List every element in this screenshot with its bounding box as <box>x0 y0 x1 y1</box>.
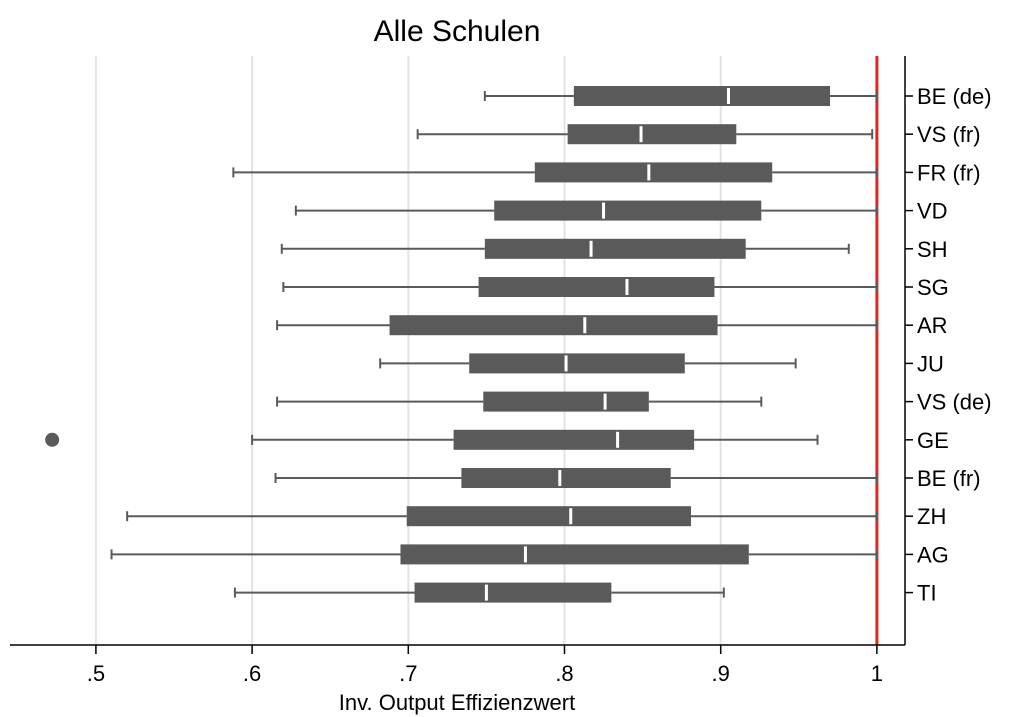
box-zh: ZH <box>126 504 946 529</box>
box-sg: SG <box>282 275 949 300</box>
iqr-box <box>469 353 685 374</box>
iqr-box <box>567 124 737 145</box>
iqr-box <box>483 391 649 412</box>
axes: .5 .6 .7 .8 .9 1 <box>10 56 913 686</box>
category-label: VD <box>917 199 948 224</box>
iqr-box <box>484 238 746 259</box>
box-be-de: BE (de) <box>483 84 992 109</box>
box-ti: TI <box>233 581 937 606</box>
x-tick-label: .6 <box>243 661 261 686</box>
category-label: ZH <box>917 504 946 529</box>
category-label: JU <box>917 351 944 376</box>
category-label: AR <box>917 313 948 338</box>
box-ge: GE <box>45 428 949 453</box>
category-label: BE (de) <box>917 84 992 109</box>
category-label: SG <box>917 275 949 300</box>
category-label: AG <box>917 542 949 567</box>
x-tick-label: .9 <box>712 661 730 686</box>
iqr-box <box>389 315 718 336</box>
x-tick-label: .8 <box>555 661 573 686</box>
iqr-box <box>494 200 762 221</box>
category-label: VS (fr) <box>917 122 981 147</box>
chart-title: Alle Schulen <box>374 15 541 48</box>
box-sh: SH <box>280 237 948 262</box>
iqr-box <box>534 162 773 183</box>
category-label: TI <box>917 581 937 606</box>
outlier-point <box>45 432 60 447</box>
iqr-box <box>414 582 612 603</box>
box-vs-fr: VS (fr) <box>416 122 981 147</box>
iqr-box <box>453 429 695 450</box>
x-tick-label: 1 <box>871 661 883 686</box>
category-label: GE <box>917 428 949 453</box>
iqr-box <box>573 86 831 106</box>
box-ar: AR <box>276 313 948 338</box>
x-axis-label: Inv. Output Effizienzwert <box>339 690 575 715</box>
x-tick-label: .7 <box>399 661 417 686</box>
boxes: BE (de) VS (fr) FR (fr) VD SH SG AR JU VS (de) GE… <box>45 84 992 606</box>
box-vd: VD <box>294 199 948 224</box>
box-be-fr: BE (fr) <box>274 466 981 491</box>
x-tick-label: .5 <box>87 661 105 686</box>
iqr-box <box>400 544 749 565</box>
box-ju: JU <box>379 351 944 376</box>
category-label: BE (fr) <box>917 466 981 491</box>
category-label: SH <box>917 237 948 262</box>
category-label: VS (de) <box>917 390 992 415</box>
iqr-box <box>478 277 715 297</box>
iqr-box <box>406 506 692 527</box>
box-ag: AG <box>110 542 949 567</box>
box-fr-fr: FR (fr) <box>232 160 981 185</box>
iqr-box <box>461 468 671 488</box>
category-label: FR (fr) <box>917 160 981 185</box>
box-vs-de: VS (de) <box>276 390 992 415</box>
